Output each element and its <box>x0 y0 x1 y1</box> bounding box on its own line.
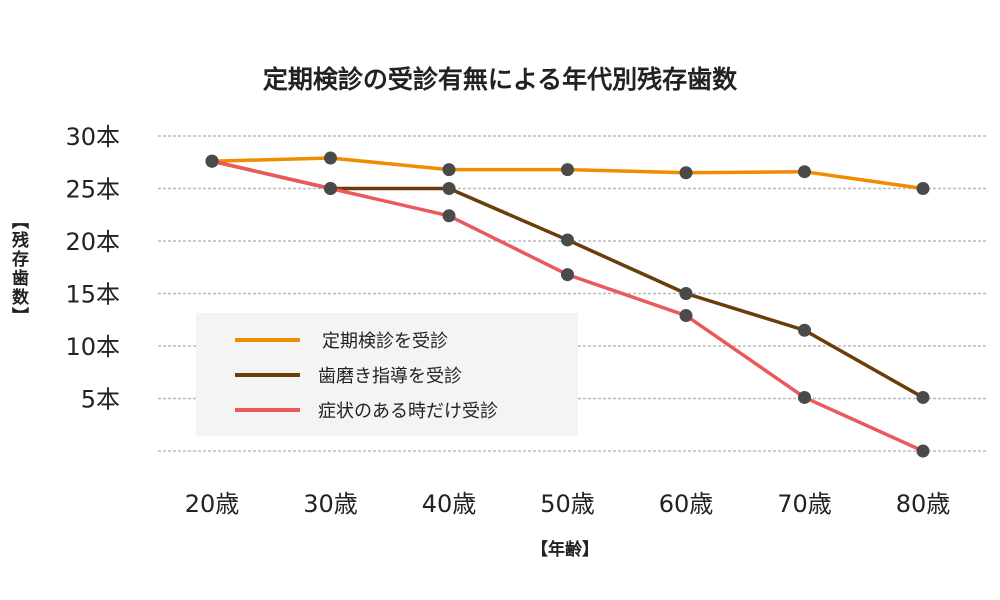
y-tick-label: 15本 <box>65 281 120 309</box>
y-tick-label: 20本 <box>65 228 120 256</box>
y-tick-label: 25本 <box>65 176 120 204</box>
legend-label: 定期検診を受診 <box>322 331 448 352</box>
x-axis-label: 【年齢】 <box>531 539 599 560</box>
data-point <box>324 182 337 195</box>
data-point <box>561 233 574 247</box>
data-point <box>324 151 337 165</box>
gridlines <box>158 135 987 452</box>
data-point <box>916 390 930 404</box>
legend-label: 歯磨き指導を受診 <box>318 366 462 387</box>
data-point <box>798 323 811 337</box>
x-tick-label: 80歳 <box>896 490 951 518</box>
x-tick-label: 30歳 <box>303 490 358 518</box>
x-tick-label: 40歳 <box>422 490 477 518</box>
data-point <box>561 163 574 177</box>
y-tick-labels: 30本 25本 20本 15本 10本 5本 <box>65 123 120 414</box>
data-point <box>916 444 930 458</box>
y-tick-label: 10本 <box>65 333 120 361</box>
data-point <box>561 268 574 282</box>
data-point <box>442 163 456 177</box>
y-axis-label: 【残存歯数】 <box>8 212 28 326</box>
data-point <box>916 182 930 195</box>
y-tick-label: 30本 <box>65 123 120 151</box>
data-point <box>205 154 219 168</box>
legend-label: 症状のある時だけ受診 <box>318 401 498 422</box>
data-point <box>442 182 456 195</box>
x-tick-label: 60歳 <box>659 490 714 518</box>
series-markers <box>205 151 930 458</box>
data-point <box>679 166 693 180</box>
y-tick-label: 5本 <box>81 386 120 414</box>
x-tick-label: 50歳 <box>540 490 595 518</box>
chart-title: 定期検診の受診有無による年代別残存歯数 <box>263 65 738 94</box>
x-tick-labels: 20歳 30歳 40歳 50歳 60歳 70歳 80歳 <box>185 490 951 518</box>
data-point <box>798 165 811 179</box>
data-point <box>679 309 693 323</box>
data-point <box>679 287 693 300</box>
data-point <box>442 209 456 223</box>
data-point <box>798 390 811 404</box>
x-tick-label: 70歳 <box>777 490 832 518</box>
x-tick-label: 20歳 <box>185 490 240 518</box>
